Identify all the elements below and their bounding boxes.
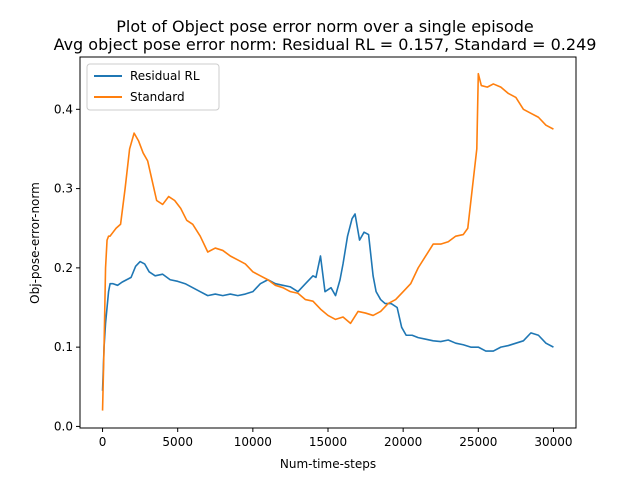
plot-area	[80, 57, 576, 428]
x-axis-label: Num-time-steps	[280, 457, 376, 471]
y-tick-label: 0.1	[54, 340, 73, 354]
chart-title: Plot of Object pose error norm over a si…	[116, 17, 534, 36]
x-axis-ticks: 0 5000 10000 15000 20000 25000 30000	[99, 428, 573, 449]
legend: Residual RL Standard	[86, 63, 220, 111]
y-tick-label: 0.4	[54, 102, 73, 116]
legend-label-standard: Standard	[130, 90, 185, 104]
series-lines	[101, 72, 554, 411]
x-tick-label: 10000	[234, 435, 272, 449]
y-tick-label: 0.2	[54, 261, 73, 275]
x-tick-label: 15000	[309, 435, 347, 449]
chart-subtitle: Avg object pose error norm: Residual RL …	[54, 35, 597, 54]
plot-frame	[79, 56, 577, 429]
x-tick-label: 0	[99, 435, 107, 449]
x-tick-label: 25000	[459, 435, 497, 449]
y-tick-label: 0.0	[54, 419, 73, 433]
x-tick-label: 5000	[162, 435, 193, 449]
x-tick-label: 30000	[534, 435, 572, 449]
series-line-standard	[101, 72, 554, 411]
y-tick-label: 0.3	[54, 182, 73, 196]
x-tick-label: 20000	[384, 435, 422, 449]
y-axis-label: Obj-pose-error-norm	[28, 182, 42, 304]
y-axis-ticks: 0.0 0.1 0.2 0.3 0.4	[54, 102, 80, 433]
legend-label-residual-rl: Residual RL	[130, 69, 200, 83]
series-line-residual-rl	[101, 213, 554, 391]
